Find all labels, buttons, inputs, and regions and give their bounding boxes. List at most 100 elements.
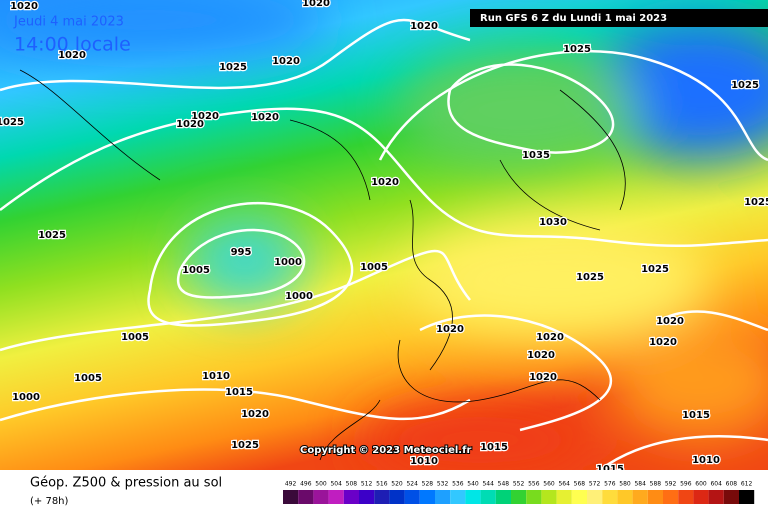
isobar-label: 1020 [176,119,204,130]
legend-swatch [632,490,648,504]
isobar-label: 995 [231,247,252,258]
legend-swatch [450,490,466,504]
legend-swatch [571,490,587,504]
legend-label: 544 [482,481,494,488]
legend-label: 532 [437,481,449,488]
isobar-label: 1020 [302,0,330,9]
isobar-label: 1010 [202,371,230,382]
legend-swatch [435,490,451,504]
footer-lead: (+ 78h) [30,496,69,507]
legend-swatch [708,490,724,504]
legend-label: 564 [558,481,570,488]
legend-label: 584 [634,481,646,488]
legend-label: 500 [315,481,327,488]
legend-swatch [526,490,542,504]
isobar-label: 1015 [682,410,710,421]
legend-label: 552 [513,481,525,488]
legend-swatch [495,490,511,504]
color-legend: 492 496 500 504 508 512 516 520 524 528 532 536 540 5… [283,481,755,504]
legend-label: 512 [361,481,373,488]
legend-label: 608 [726,481,738,488]
isobar-label: 1020 [436,324,464,335]
isobar-label: 1035 [522,150,550,161]
isobar-label: 1020 [58,50,86,61]
isobar-labels: 1020102010201020102510201025102510251020… [0,0,768,476]
isobar-label: 1020 [529,372,557,383]
isobar-label: 1025 [744,197,768,208]
legend-swatch [541,490,557,504]
isobar-label: 1010 [410,456,438,467]
isobar-label: 1020 [649,337,677,348]
forecast-time: 14:00 locale [14,34,131,56]
legend-label: 612 [741,481,753,488]
legend-swatch [678,490,694,504]
footer-title: Géop. Z500 & pression au sol [30,476,222,491]
legend-label: 596 [680,481,692,488]
legend-label: 496 [300,481,312,488]
legend-label: 528 [422,481,434,488]
legend-swatch [647,490,663,504]
isobar-label: 1025 [231,440,259,451]
isobar-label: 1020 [191,111,219,122]
coastlines [19,69,626,461]
legend-swatch [419,490,435,504]
legend-label: 536 [452,481,464,488]
legend-label: 572 [589,481,601,488]
isobar-label: 1025 [563,44,591,55]
legend-swatch [313,490,329,504]
legend-label: 560 [543,481,555,488]
isobar-label: 1020 [272,56,300,67]
isobar-label: 1025 [576,272,604,283]
legend-label: 524 [406,481,418,488]
legend-swatch [404,490,420,504]
isobar-label: 1025 [38,230,66,241]
isobar-label: 1025 [219,62,247,73]
isobar-label: 1010 [692,455,720,466]
forecast-date: Jeudi 4 mai 2023 [13,15,124,30]
legend-swatch [723,490,739,504]
legend-label: 600 [695,481,707,488]
isobar-label: 1020 [527,350,555,361]
isobar-label: 1005 [360,262,388,273]
isobar-label: 1000 [285,291,313,302]
run-banner [470,9,768,27]
legend-label: 504 [330,481,342,488]
legend-label: 556 [528,481,540,488]
legend-label: 548 [498,481,510,488]
isobar-label: 1015 [480,442,508,453]
legend-label: 588 [650,481,662,488]
legend-swatch [602,490,618,504]
isobar-label: 1025 [641,264,669,275]
legend-swatch [663,490,679,504]
legend-label: 508 [346,481,358,488]
legend-swatch [511,490,527,504]
legend-label: 516 [376,481,388,488]
isobar-label: 1020 [656,316,684,327]
legend-label: 540 [467,481,479,488]
legend-label: 492 [285,481,297,488]
legend-label: 520 [391,481,403,488]
legend-swatch [298,490,314,504]
legend-swatch [617,490,633,504]
isobar-label: 1000 [274,257,302,268]
legend-swatch [343,490,359,504]
legend-swatch [587,490,603,504]
isobar-label: 1025 [731,80,759,91]
legend-swatch [465,490,481,504]
isobar-label: 1020 [10,1,38,12]
legend-label: 604 [710,481,722,488]
isobar-label: 1020 [410,21,438,32]
isobar-label: 1020 [536,332,564,343]
isobar-label: 1030 [539,217,567,228]
legend-swatch [283,490,299,504]
isobar-label: 1025 [0,117,24,128]
legend-label: 576 [604,481,616,488]
copyright: Copyright © 2023 Meteociel.fr [300,445,471,456]
isobar-label: 1020 [241,409,269,420]
legend-swatch [480,490,496,504]
legend-swatch [556,490,572,504]
isobar-label: 1005 [121,332,149,343]
run-info: Run GFS 6 Z du Lundi 1 mai 2023 [480,13,667,24]
legend-label: 592 [665,481,677,488]
